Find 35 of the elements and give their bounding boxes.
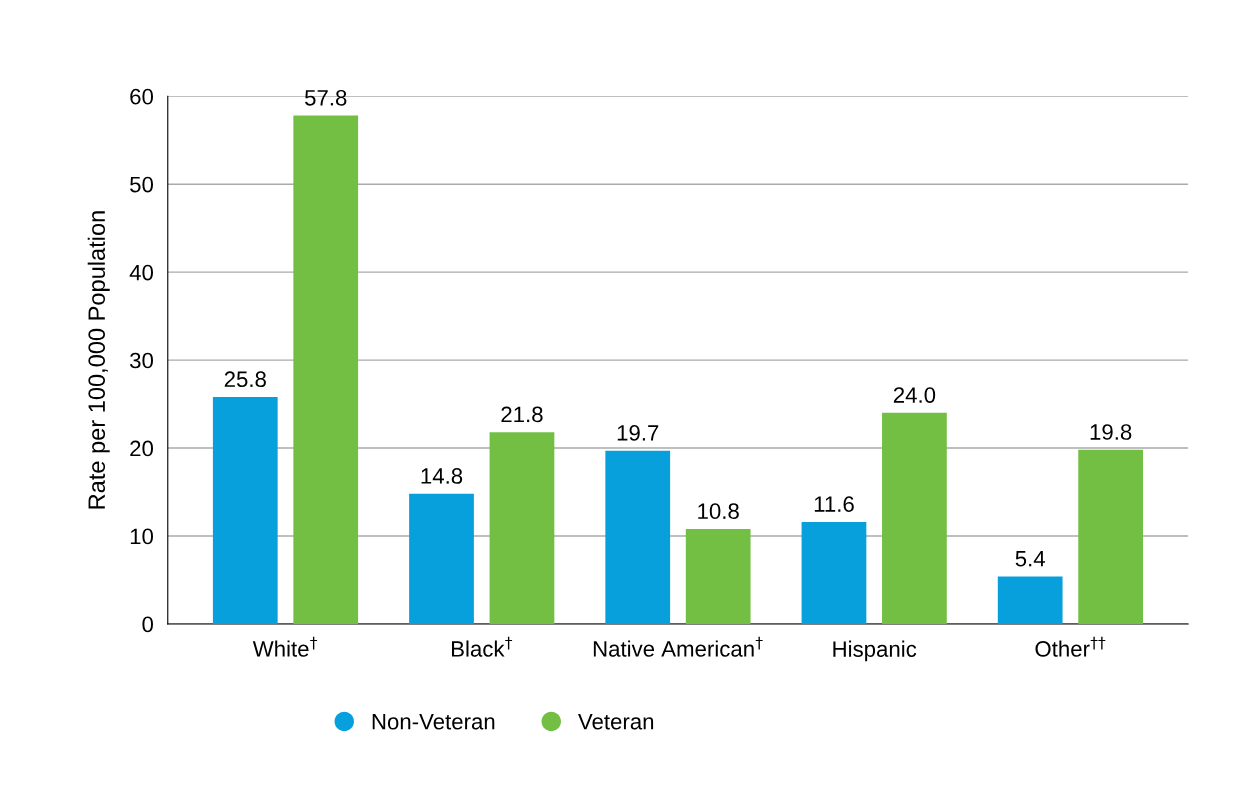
x-tick-label: Native American$^{†}$ — [593, 636, 763, 657]
data-label: 25.8 — [224, 371, 266, 388]
bar — [489, 432, 555, 624]
y-tick-label: 30 — [130, 352, 154, 369]
bar — [685, 528, 751, 624]
x-tick-label: Other$^{††}$ — [1035, 636, 1106, 657]
bar — [1078, 449, 1144, 624]
x-tick-label: Hispanic — [833, 640, 917, 662]
x-tick-label: Black$^{†}$ — [452, 636, 513, 657]
legend-label: Veteran — [578, 713, 654, 730]
data-label: 19.8 — [1090, 424, 1132, 440]
y-axis-title: Rate per 100,000 Population — [87, 211, 110, 509]
bar — [801, 521, 867, 624]
data-label: 5.4 — [1015, 551, 1045, 567]
bar — [212, 397, 278, 624]
bar — [882, 412, 947, 624]
y-tick-label: 10 — [130, 528, 154, 545]
legend-label: Non-Veteran — [372, 713, 495, 730]
y-tick-label: 60 — [130, 88, 154, 105]
bar — [605, 450, 671, 624]
y-tick-label: 20 — [130, 440, 154, 457]
y-tick-label: 0 — [142, 616, 154, 633]
data-label: 21.8 — [501, 406, 543, 423]
x-tick-label: White$^{†}$ — [252, 636, 318, 657]
data-label: 57.8 — [305, 89, 347, 106]
data-label: 19.7 — [617, 425, 659, 441]
bar — [409, 493, 474, 624]
data-label: 10.8 — [698, 503, 739, 520]
y-tick-label: 40 — [129, 264, 154, 281]
bar — [997, 576, 1063, 624]
data-label: 14.8 — [421, 468, 463, 484]
y-tick-label: 50 — [130, 176, 154, 193]
data-label: 11.6 — [814, 496, 854, 512]
data-label: 24.0 — [893, 387, 936, 403]
bar — [293, 115, 359, 624]
